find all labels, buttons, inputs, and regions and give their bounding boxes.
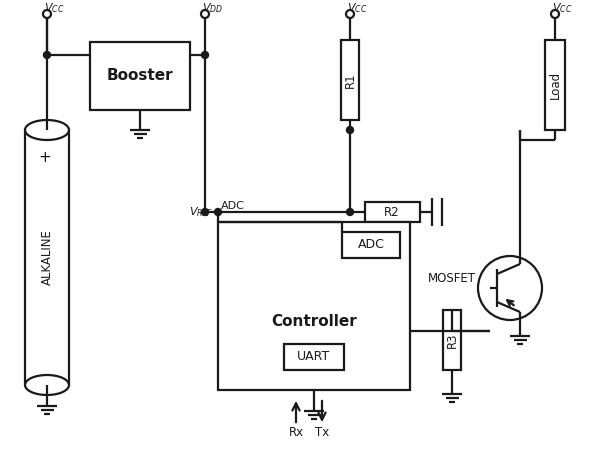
Circle shape [44,52,50,58]
Bar [365,202,420,222]
Text: R2: R2 [384,206,400,218]
Bar [218,222,410,390]
Text: ALKALINE: ALKALINE [41,229,53,285]
Circle shape [347,208,353,216]
Circle shape [215,208,221,216]
Circle shape [449,328,455,335]
Text: Controller: Controller [271,314,357,329]
Circle shape [202,208,209,216]
Bar [342,232,400,258]
Bar [90,42,190,110]
Text: Booster: Booster [107,69,173,84]
Bar [284,344,344,370]
Text: +: + [38,150,52,165]
Text: ADC: ADC [221,201,245,211]
Text: Tx: Tx [315,426,329,440]
Text: MOSFET: MOSFET [428,271,476,285]
Bar [341,40,359,120]
Bar [443,310,461,370]
Circle shape [347,127,353,133]
Text: UART: UART [298,351,331,363]
Text: $V_{REF}$: $V_{REF}$ [188,205,213,219]
Text: ADC: ADC [358,239,385,251]
Text: $V_{CC}$: $V_{CC}$ [44,1,64,15]
Circle shape [202,52,209,58]
Text: Rx: Rx [289,426,304,440]
Bar [545,40,565,130]
Text: Load: Load [548,71,562,99]
Ellipse shape [25,375,69,395]
Text: $V_{CC}$: $V_{CC}$ [552,1,572,15]
Text: $V_{DD}$: $V_{DD}$ [202,1,223,15]
Text: R1: R1 [343,72,356,88]
Text: $V_{CC}$: $V_{CC}$ [347,1,367,15]
Text: R3: R3 [445,332,458,348]
